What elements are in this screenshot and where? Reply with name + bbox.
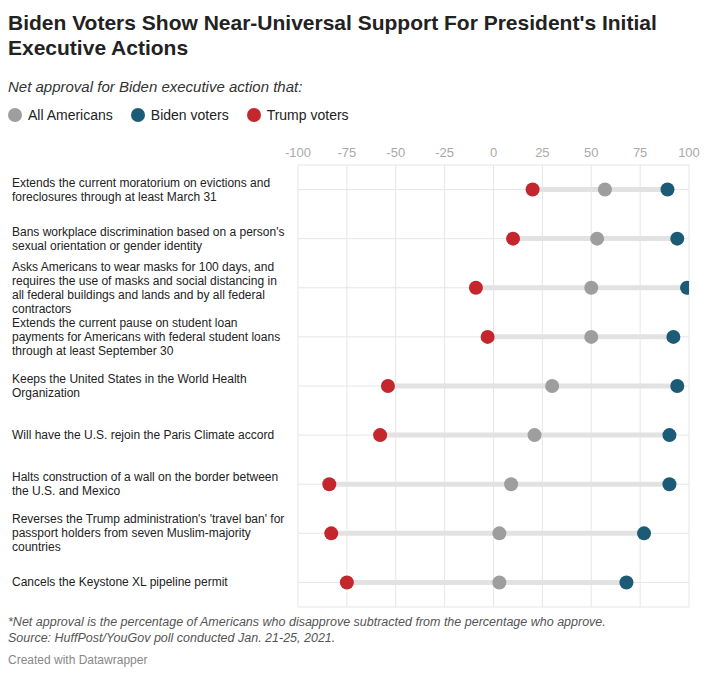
svg-text:-100: -100 [285, 145, 311, 160]
html-text:Trump voters: Trump voters [266, 107, 349, 123]
svg-text:100: 100 [678, 145, 700, 160]
svg-text:Asks Americans to wear masks f: Asks Americans to wear masks for 100 day… [12, 260, 277, 316]
html-text:All Americans: All Americans [28, 107, 113, 123]
svg-text:Bans workplace discrimination: Bans workplace discrimination based on a… [12, 225, 284, 253]
html-text:Source: HuffPost/YouGov poll c: Source: HuffPost/YouGov poll conducted J… [8, 631, 336, 645]
svg-text:Reverses the Trump administrat: Reverses the Trump administration's 'tra… [12, 512, 284, 554]
svg-text:Will have the U.S. rejoin the: Will have the U.S. rejoin the Paris Clim… [12, 428, 274, 442]
svg-text:Extends the current pause on s: Extends the current pause on student loa… [12, 316, 280, 358]
svg-text:Extends the current moratorium: Extends the current moratorium on evicti… [12, 176, 270, 204]
html-text:*Net approval is the percentag: *Net approval is the percentage of Ameri… [8, 615, 606, 629]
html-text:Net approval for Biden executi: Net approval for Biden executive action … [8, 78, 303, 95]
svg-text:-50: -50 [386, 145, 405, 160]
svg-text:Halts construction of a wall o: Halts construction of a wall on the bord… [12, 470, 278, 498]
svg-text:-75: -75 [337, 145, 356, 160]
svg-text:0: 0 [490, 145, 497, 160]
svg-text:Keeps the United States in the: Keeps the United States in the World Hea… [12, 372, 247, 400]
svg-text:-25: -25 [435, 145, 454, 160]
html-text:Biden Voters Show Near-Univers: Biden Voters Show Near-Universal Support… [8, 11, 657, 59]
svg-text:50: 50 [584, 145, 598, 160]
svg-text:Cancels the Keystone XL pipeli: Cancels the Keystone XL pipeline permit [12, 575, 228, 589]
svg-text:75: 75 [633, 145, 647, 160]
html-text:Created with Datawrapper: Created with Datawrapper [8, 653, 148, 667]
html-text:Biden voters: Biden voters [150, 107, 229, 123]
svg-text:25: 25 [535, 145, 549, 160]
